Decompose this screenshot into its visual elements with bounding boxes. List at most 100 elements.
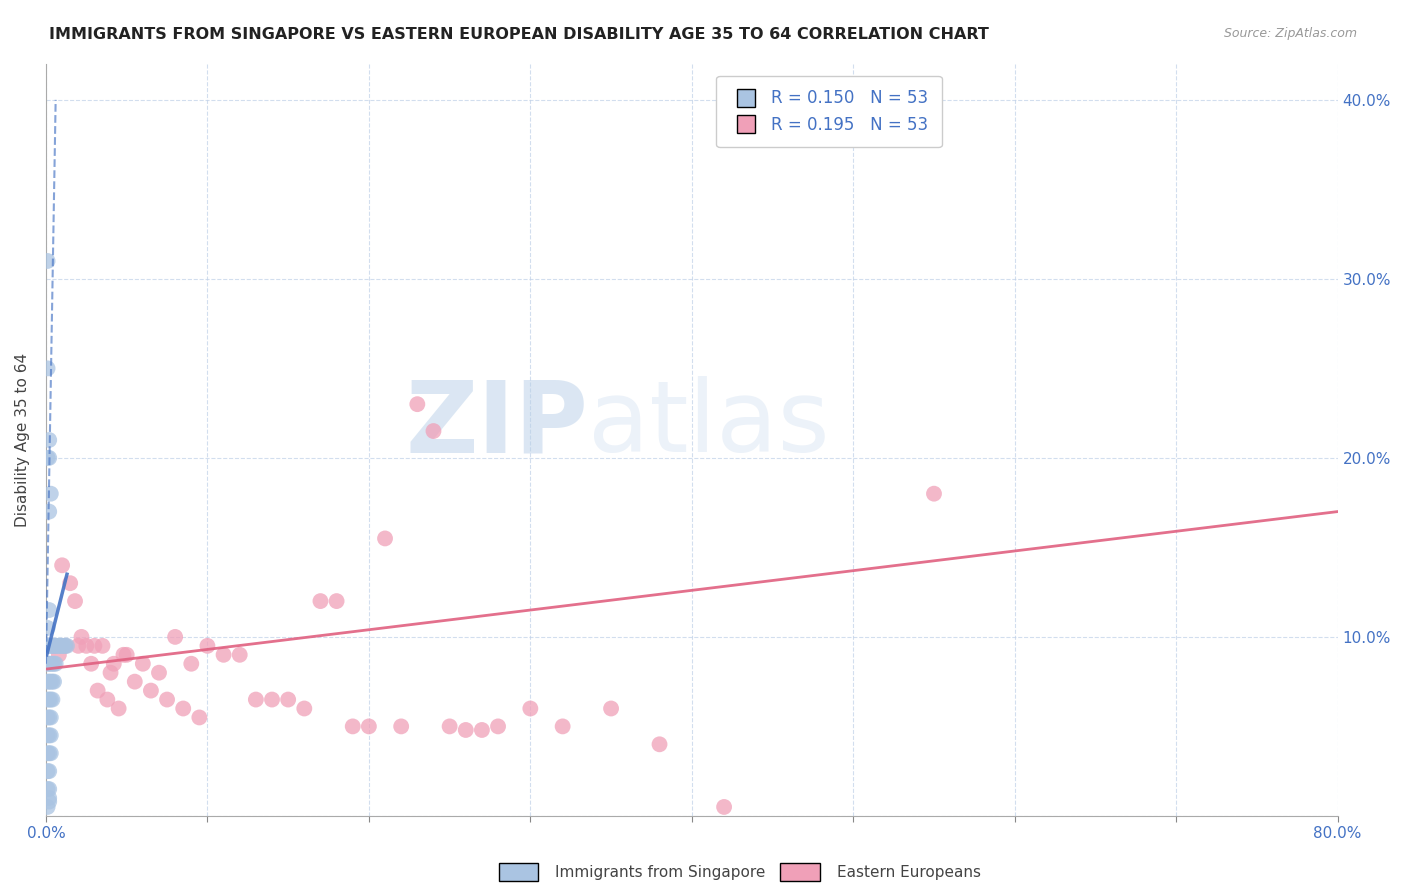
Point bbox=[38, 795, 60, 809]
Point bbox=[422, 424, 444, 438]
Point bbox=[48, 639, 70, 653]
Point bbox=[37, 710, 59, 724]
Point bbox=[374, 532, 396, 546]
Point bbox=[124, 674, 146, 689]
Point bbox=[260, 692, 283, 706]
Point bbox=[292, 701, 315, 715]
Point bbox=[551, 719, 574, 733]
Legend: R = 0.150   N = 53, R = 0.195   N = 53: R = 0.150 N = 53, R = 0.195 N = 53 bbox=[716, 76, 942, 147]
Point bbox=[37, 621, 59, 635]
Point bbox=[38, 657, 60, 671]
Point bbox=[38, 639, 60, 653]
Text: Eastern Europeans: Eastern Europeans bbox=[837, 865, 980, 880]
Point bbox=[56, 639, 79, 653]
Point bbox=[63, 594, 86, 608]
Point bbox=[139, 683, 162, 698]
Point bbox=[39, 639, 62, 653]
Y-axis label: Disability Age 35 to 64: Disability Age 35 to 64 bbox=[15, 353, 30, 527]
Point bbox=[37, 764, 59, 779]
Point bbox=[38, 728, 60, 742]
Point bbox=[70, 630, 93, 644]
Point bbox=[389, 719, 412, 733]
Point bbox=[39, 710, 62, 724]
Point bbox=[713, 800, 735, 814]
Point bbox=[45, 639, 67, 653]
Point bbox=[67, 639, 90, 653]
Point bbox=[38, 674, 60, 689]
Point bbox=[51, 558, 73, 573]
Point bbox=[115, 648, 138, 662]
Text: Source: ZipAtlas.com: Source: ZipAtlas.com bbox=[1223, 27, 1357, 40]
Point bbox=[42, 639, 65, 653]
Point bbox=[486, 719, 509, 733]
Point bbox=[148, 665, 170, 680]
Text: IMMIGRANTS FROM SINGAPORE VS EASTERN EUROPEAN DISABILITY AGE 35 TO 64 CORRELATIO: IMMIGRANTS FROM SINGAPORE VS EASTERN EUR… bbox=[49, 27, 988, 42]
Point bbox=[212, 648, 235, 662]
Point bbox=[37, 728, 59, 742]
Point bbox=[309, 594, 332, 608]
Text: ZIP: ZIP bbox=[405, 376, 589, 474]
Point bbox=[406, 397, 429, 411]
Point bbox=[48, 648, 70, 662]
Point bbox=[165, 630, 187, 644]
Point bbox=[37, 450, 59, 465]
Point bbox=[172, 701, 194, 715]
Point bbox=[37, 692, 59, 706]
Point bbox=[42, 657, 65, 671]
Text: atlas: atlas bbox=[589, 376, 830, 474]
Point bbox=[41, 639, 63, 653]
Point bbox=[38, 782, 60, 797]
Point bbox=[600, 701, 623, 715]
Point bbox=[132, 657, 155, 671]
Point bbox=[96, 692, 118, 706]
Point bbox=[49, 639, 72, 653]
Point bbox=[38, 505, 60, 519]
Point bbox=[42, 639, 65, 653]
Point bbox=[86, 683, 108, 698]
Point bbox=[245, 692, 267, 706]
Point bbox=[519, 701, 541, 715]
Point bbox=[38, 746, 60, 760]
Point bbox=[39, 692, 62, 706]
Point bbox=[37, 746, 59, 760]
Point bbox=[454, 723, 477, 737]
Point bbox=[38, 710, 60, 724]
Point bbox=[197, 639, 219, 653]
Point bbox=[37, 361, 59, 376]
Point bbox=[39, 657, 62, 671]
Point bbox=[37, 782, 59, 797]
Point bbox=[107, 701, 129, 715]
Point bbox=[46, 639, 69, 653]
Point bbox=[38, 791, 60, 805]
Point bbox=[75, 639, 97, 653]
Point bbox=[37, 674, 59, 689]
Point bbox=[91, 639, 114, 653]
Point bbox=[39, 486, 62, 500]
Point bbox=[59, 576, 82, 591]
Point bbox=[83, 639, 105, 653]
Point bbox=[37, 657, 59, 671]
Point bbox=[648, 737, 671, 751]
Point bbox=[471, 723, 494, 737]
Point bbox=[37, 254, 59, 268]
Point bbox=[53, 639, 76, 653]
Point bbox=[228, 648, 250, 662]
Point bbox=[39, 674, 62, 689]
Point bbox=[342, 719, 364, 733]
Point bbox=[38, 692, 60, 706]
Point bbox=[103, 657, 125, 671]
Point bbox=[156, 692, 179, 706]
Point bbox=[180, 657, 202, 671]
Point bbox=[325, 594, 347, 608]
Point bbox=[41, 674, 63, 689]
Point bbox=[52, 639, 75, 653]
Point bbox=[100, 665, 122, 680]
Point bbox=[80, 657, 103, 671]
Point bbox=[53, 639, 76, 653]
Point bbox=[39, 746, 62, 760]
Point bbox=[277, 692, 299, 706]
Point bbox=[38, 764, 60, 779]
Point bbox=[41, 657, 63, 671]
Point bbox=[38, 603, 60, 617]
Point bbox=[188, 710, 211, 724]
